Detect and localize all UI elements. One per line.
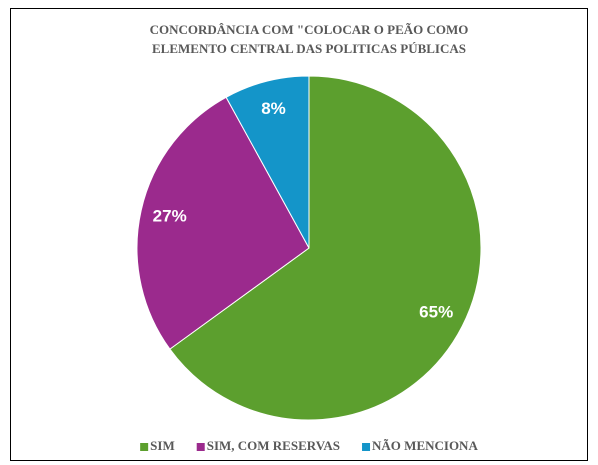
data-label: 65% [419,302,453,321]
pie-slice [225,75,310,249]
data-label: 27% [153,206,187,225]
legend-swatch [140,443,149,451]
legend-label: SIM, COM RESERVAS [207,438,340,453]
legend-swatch [362,443,371,451]
pie-slice [136,96,310,350]
chart-title: CONCORDÂNCIA COM "COLOCAR O PEÃO COMO [150,22,469,37]
legend-swatch [196,443,205,451]
chart-title: ELEMENTO CENTRAL DAS POLITICAS PÚBLICAS [152,41,466,56]
legend-label: NÃO MENCIONA [372,438,478,453]
pie-slice [169,75,482,421]
legend-label: SIM [150,438,175,453]
data-label: 8% [261,99,286,118]
